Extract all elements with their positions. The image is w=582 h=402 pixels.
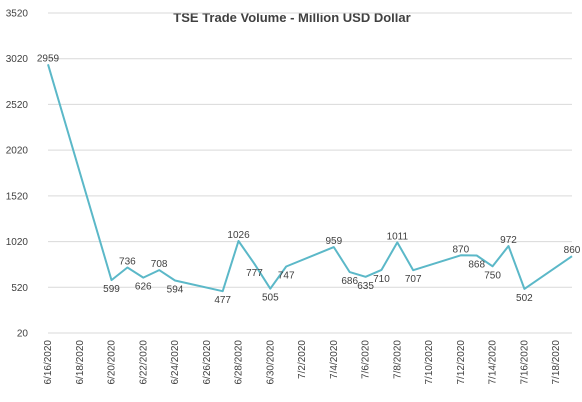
data-label: 686 (341, 276, 358, 287)
data-label: 1011 (387, 231, 409, 242)
x-tick-label: 7/12/2020 (456, 340, 467, 385)
y-tick-label: 1020 (6, 237, 29, 248)
data-label: 594 (167, 285, 184, 296)
x-tick-label: 7/6/2020 (361, 340, 372, 379)
x-tick-label: 7/2/2020 (297, 340, 308, 379)
x-tick-label: 7/14/2020 (488, 340, 499, 385)
x-tick-label: 7/4/2020 (329, 340, 340, 379)
data-label: 870 (453, 244, 470, 255)
series (47, 64, 573, 293)
series-line (47, 64, 573, 293)
gridlines (48, 12, 572, 334)
x-tick-label: 7/16/2020 (519, 340, 530, 385)
chart-title: TSE Trade Volume - Million USD Dollar (173, 10, 410, 25)
x-tick-label: 6/26/2020 (202, 340, 213, 385)
data-label: 736 (119, 257, 136, 268)
data-label: 502 (516, 293, 533, 304)
data-label: 2959 (37, 53, 60, 64)
data-label: 747 (278, 271, 295, 282)
data-label: 599 (103, 284, 120, 295)
x-tick-label: 6/30/2020 (265, 340, 276, 385)
y-tick-label: 3020 (6, 54, 29, 65)
data-label: 868 (468, 259, 485, 270)
data-label: 1026 (227, 230, 250, 241)
data-label: 860 (564, 245, 581, 256)
data-label: 959 (325, 236, 342, 247)
data-label: 972 (500, 235, 517, 246)
data-label: 750 (484, 270, 501, 281)
y-axis-tick-labels: 20 520 1020 1520 2020 2520 3020 3520 (6, 9, 29, 340)
x-tick-label: 6/24/2020 (170, 340, 181, 385)
data-label: 626 (135, 282, 152, 293)
data-label: 708 (151, 259, 168, 270)
y-tick-label: 3520 (6, 9, 29, 20)
y-tick-label: 2020 (6, 146, 29, 157)
x-tick-label: 6/18/2020 (75, 340, 86, 385)
x-tick-label: 7/10/2020 (424, 340, 435, 385)
x-tick-label: 7/18/2020 (551, 340, 562, 385)
x-tick-label: 7/8/2020 (392, 340, 403, 379)
data-label: 777 (246, 268, 263, 279)
x-tick-label: 6/22/2020 (138, 340, 149, 385)
data-label: 707 (405, 274, 422, 285)
data-label: 710 (373, 274, 390, 285)
y-tick-label: 520 (11, 283, 28, 294)
y-tick-label: 1520 (6, 191, 29, 202)
x-tick-label: 6/20/2020 (107, 340, 118, 385)
x-tick-label: 6/16/2020 (43, 340, 54, 385)
data-label: 505 (262, 293, 279, 304)
data-labels: 2959 599 736 626 708 594 477 1026 777 505 747 959 68… (37, 53, 581, 306)
x-axis-tick-labels: 6/16/2020 6/18/2020 6/20/2020 6/22/2020 6/24… (43, 340, 562, 385)
y-tick-label: 2520 (6, 100, 29, 111)
y-tick-label: 20 (17, 329, 29, 340)
data-label: 477 (214, 295, 231, 306)
x-tick-label: 6/28/2020 (234, 340, 245, 385)
data-label: 635 (357, 281, 374, 292)
